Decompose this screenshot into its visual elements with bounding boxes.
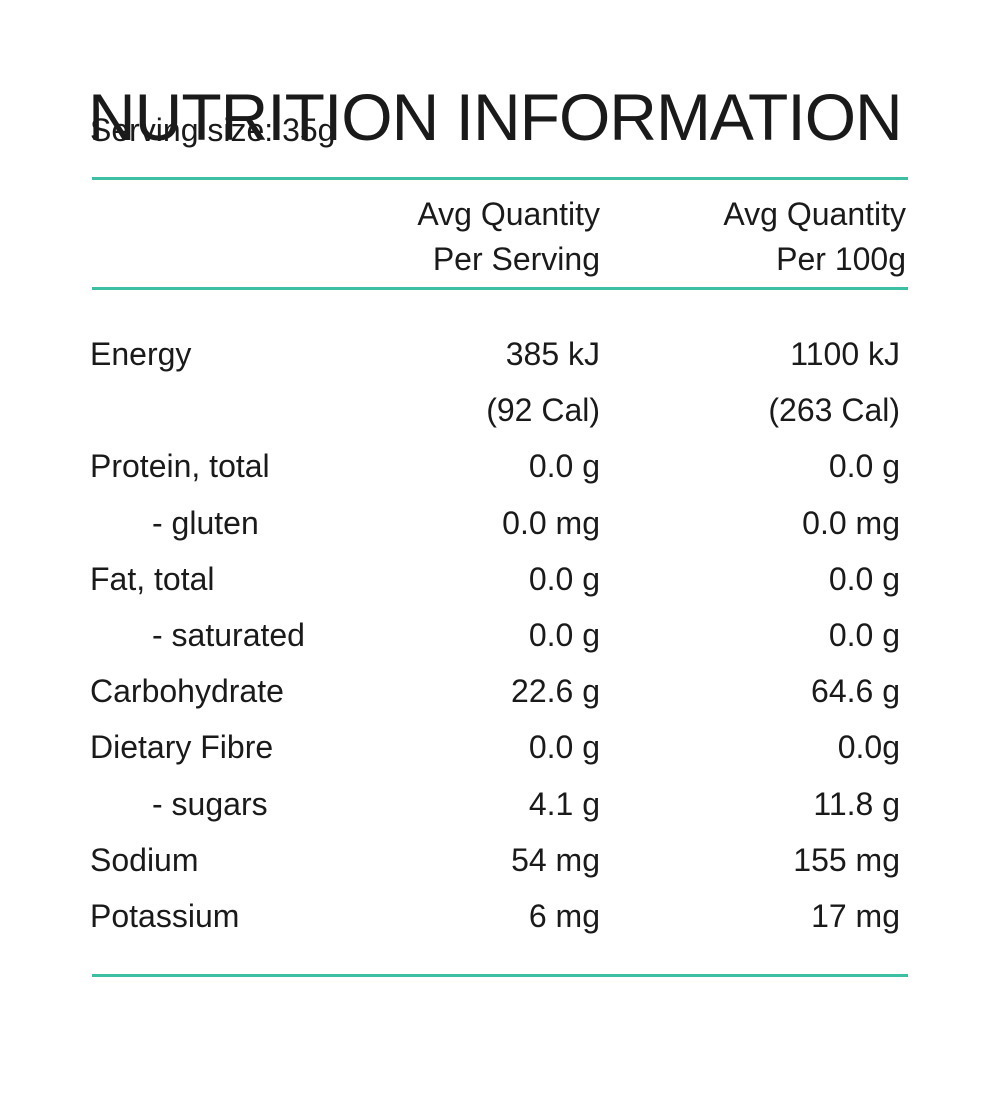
table-row: Fat, total 0.0 g 0.0 g	[0, 551, 1000, 607]
column-header-per-serving: Avg Quantity Per Serving	[417, 192, 600, 282]
column-header-line: Avg Quantity	[417, 196, 600, 232]
value-per-100g: 17 mg	[811, 897, 900, 934]
value-per-serving: 54 mg	[511, 841, 600, 878]
panel-title: NUTRITION INFORMATION	[88, 80, 903, 155]
value-per-serving: 0.0 g	[528, 560, 600, 597]
nutrient-label: Carbohydrate	[90, 673, 284, 710]
value-per-serving: 4.1 g	[528, 785, 600, 822]
value-per-serving: 0.0 g	[528, 448, 600, 485]
nutrient-table: Energy 385 kJ 1100 kJ (92 Cal) (263 Cal)…	[0, 326, 1000, 944]
value-per-100g: 0.0g	[837, 729, 900, 766]
nutrient-label: Energy	[90, 336, 192, 372]
value-per-100g: 1100 kJ	[790, 336, 900, 372]
table-row: Sodium 54 mg 155 mg	[0, 832, 1000, 888]
nutrient-label: Potassium	[90, 897, 240, 934]
value-per-100g: 11.8 g	[813, 785, 900, 822]
table-row: - gluten 0.0 mg 0.0 mg	[0, 495, 1000, 551]
nutrient-label: Fat, total	[90, 560, 215, 597]
value-per-serving: 0.0 g	[528, 616, 600, 653]
divider-bottom	[92, 974, 908, 977]
table-row: - saturated 0.0 g 0.0 g	[0, 607, 1000, 663]
column-header-per-100g: Avg Quantity Per 100g	[723, 192, 906, 282]
table-row: (92 Cal) (263 Cal)	[0, 382, 1000, 438]
table-row: Protein, total 0.0 g 0.0 g	[0, 438, 1000, 494]
column-header-line: Avg Quantity	[723, 196, 906, 232]
value-per-100g: 0.0 g	[828, 616, 900, 653]
nutrient-label: Dietary Fibre	[90, 729, 274, 766]
table-row: Energy 385 kJ 1100 kJ	[0, 326, 1000, 382]
table-row: Carbohydrate 22.6 g 64.6 g	[0, 663, 1000, 719]
value-per-serving: 0.0 g	[528, 729, 600, 766]
column-header-line: Per Serving	[432, 241, 600, 277]
serving-size: Serving size: 35g	[90, 112, 336, 148]
table-row: Potassium 6 mg 17 mg	[0, 888, 1000, 944]
value-per-serving: 6 mg	[528, 897, 600, 934]
divider-top	[92, 177, 908, 180]
value-per-serving: 385 kJ	[505, 336, 600, 372]
nutrient-label: Protein, total	[90, 448, 270, 485]
value-per-serving: (92 Cal)	[486, 392, 600, 429]
value-per-serving: 22.6 g	[511, 673, 600, 710]
value-per-100g: 155 mg	[793, 841, 900, 878]
table-row: - sugars 4.1 g 11.8 g	[0, 776, 1000, 832]
nutrient-label: - gluten	[152, 504, 259, 541]
value-per-serving: 0.0 mg	[502, 504, 600, 541]
column-header-line: Per 100g	[776, 241, 906, 277]
value-per-100g: (263 Cal)	[768, 392, 900, 429]
nutrient-label: - saturated	[152, 616, 305, 653]
table-row: Dietary Fibre 0.0 g 0.0g	[0, 719, 1000, 775]
value-per-100g: 0.0 g	[828, 560, 900, 597]
nutrient-label: - sugars	[152, 785, 268, 822]
value-per-100g: 0.0 g	[828, 448, 900, 485]
divider-header	[92, 287, 908, 290]
nutrient-label: Sodium	[90, 841, 199, 878]
value-per-100g: 0.0 mg	[802, 504, 900, 541]
value-per-100g: 64.6 g	[811, 673, 900, 710]
